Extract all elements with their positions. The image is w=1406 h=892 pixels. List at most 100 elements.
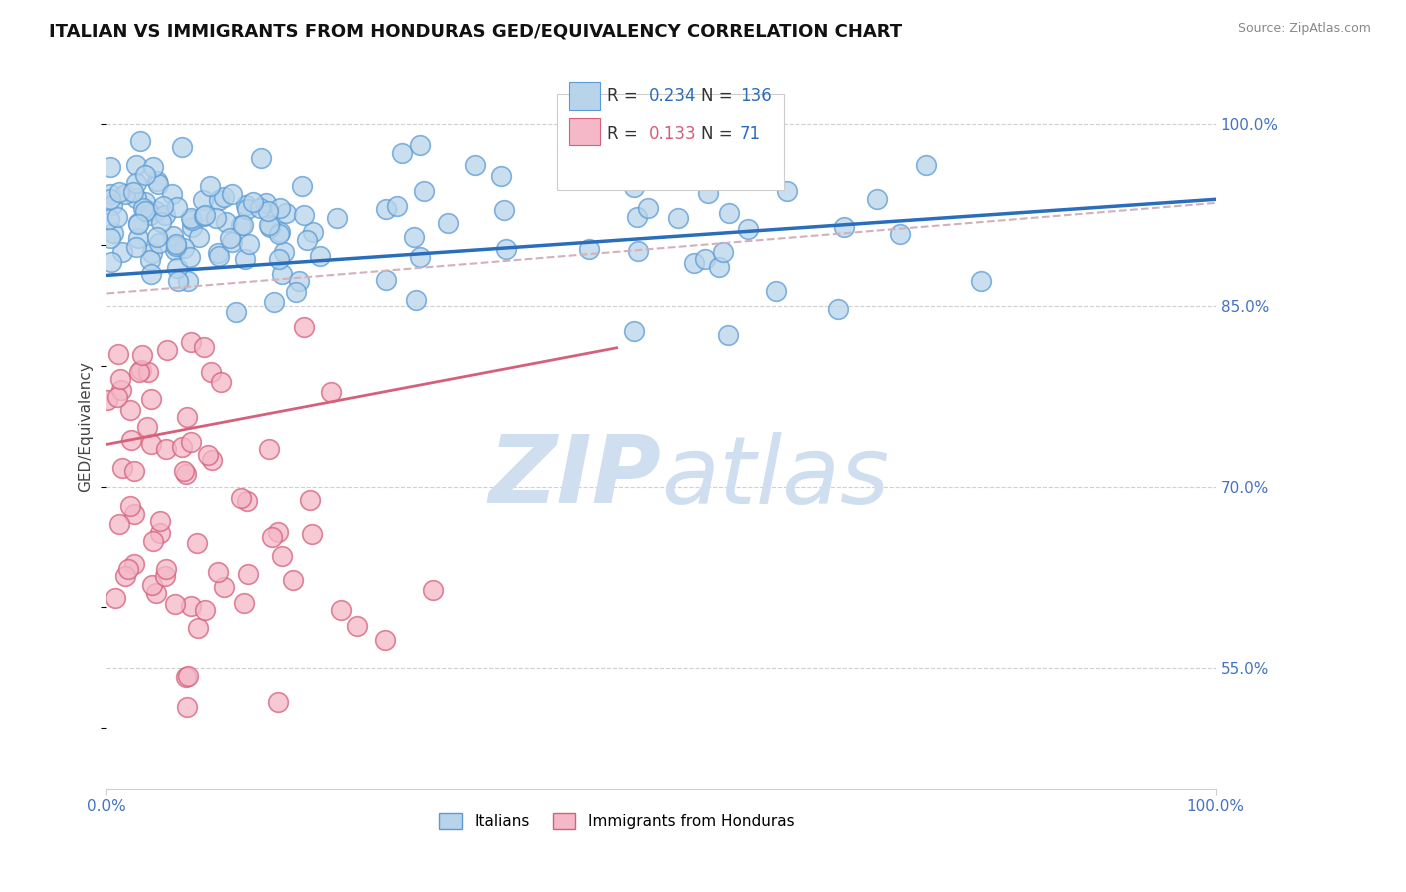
Point <box>180 599 202 614</box>
Text: 136: 136 <box>740 87 772 105</box>
Point <box>889 227 911 242</box>
Point <box>163 243 186 257</box>
Point <box>125 191 148 205</box>
Point <box>249 201 271 215</box>
Point <box>249 151 271 165</box>
Point <box>259 218 281 232</box>
Point <box>292 208 315 222</box>
Point <box>153 208 176 222</box>
Point <box>262 530 284 544</box>
Point <box>187 230 209 244</box>
Point <box>122 508 145 522</box>
FancyBboxPatch shape <box>569 82 600 110</box>
Point <box>121 185 143 199</box>
Point <box>179 250 201 264</box>
Point <box>207 246 229 260</box>
Point <box>696 186 718 200</box>
Point <box>174 467 197 481</box>
Point <box>186 536 208 550</box>
Point <box>153 568 176 582</box>
Point <box>98 161 121 175</box>
Point <box>267 524 290 539</box>
Text: ITALIAN VS IMMIGRANTS FROM HONDURAS GED/EQUIVALENCY CORRELATION CHART: ITALIAN VS IMMIGRANTS FROM HONDURAS GED/… <box>49 22 903 40</box>
Point <box>288 274 311 288</box>
Point <box>391 146 413 161</box>
Point <box>285 285 308 299</box>
Legend: Italians, Immigrants from Honduras: Italians, Immigrants from Honduras <box>433 807 800 835</box>
Point <box>194 603 217 617</box>
Point <box>129 363 152 377</box>
Point <box>148 235 170 250</box>
Point <box>232 596 254 610</box>
Point <box>267 694 290 708</box>
Point <box>141 578 163 592</box>
Point <box>176 410 198 425</box>
Point <box>110 383 132 397</box>
Point <box>273 244 295 259</box>
Point <box>713 245 735 260</box>
Point <box>302 225 325 239</box>
Point <box>301 527 323 541</box>
Point <box>98 230 121 244</box>
Point <box>165 239 187 253</box>
Point <box>98 192 121 206</box>
Point <box>271 549 294 563</box>
Point <box>125 240 148 254</box>
Point <box>208 249 231 263</box>
Point <box>374 202 396 216</box>
Text: 0.133: 0.133 <box>648 125 696 143</box>
Point <box>149 526 172 541</box>
Point <box>718 206 741 220</box>
Point <box>166 200 188 214</box>
Point <box>737 222 759 236</box>
Point <box>409 250 432 264</box>
Point <box>166 260 188 275</box>
Point <box>235 198 257 212</box>
Point <box>170 140 193 154</box>
Point <box>271 267 294 281</box>
Point <box>627 244 650 259</box>
Text: N =: N = <box>702 87 738 105</box>
Point <box>238 236 260 251</box>
Point <box>149 514 172 528</box>
Point <box>117 562 139 576</box>
Point <box>128 365 150 379</box>
Point <box>215 215 238 229</box>
Point <box>139 252 162 267</box>
Point <box>127 217 149 231</box>
Point <box>405 293 427 308</box>
Point <box>212 190 235 204</box>
Point <box>125 158 148 172</box>
Point <box>193 209 215 223</box>
Point <box>269 202 291 216</box>
Point <box>274 206 297 220</box>
Point <box>139 208 162 222</box>
Point <box>180 211 202 225</box>
Point <box>495 242 517 256</box>
Text: N =: N = <box>702 125 738 143</box>
Point <box>281 574 304 588</box>
Point <box>329 603 352 617</box>
Point <box>136 204 159 219</box>
Point <box>200 365 222 379</box>
Point <box>176 699 198 714</box>
Point <box>263 295 285 310</box>
Point <box>100 255 122 269</box>
Point <box>145 204 167 219</box>
Point <box>637 201 659 215</box>
Point <box>212 580 235 594</box>
Point <box>346 619 368 633</box>
Point <box>152 199 174 213</box>
Point <box>914 158 936 172</box>
Point <box>492 202 515 217</box>
Point <box>326 211 349 225</box>
Point <box>127 216 149 230</box>
Point <box>269 225 291 239</box>
Point <box>172 440 194 454</box>
Y-axis label: GED/Equivalency: GED/Equivalency <box>79 361 93 491</box>
Point <box>111 245 134 260</box>
Point <box>156 343 179 357</box>
Text: Source: ZipAtlas.com: Source: ZipAtlas.com <box>1237 22 1371 36</box>
Point <box>194 208 217 222</box>
Point <box>155 442 177 456</box>
